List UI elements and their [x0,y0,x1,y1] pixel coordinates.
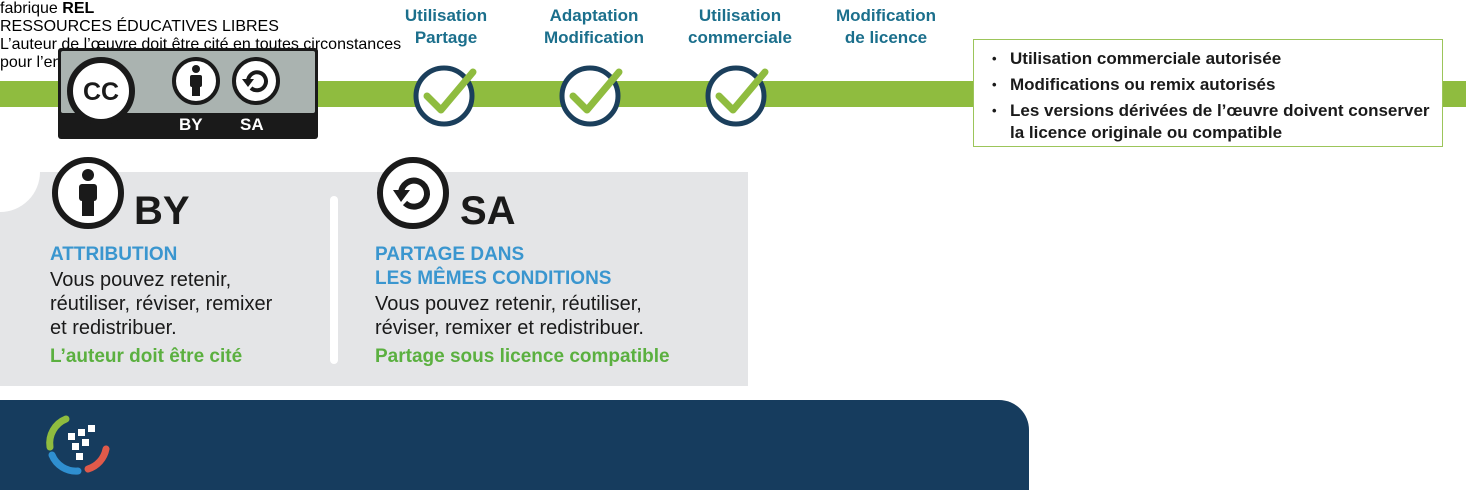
footer-banner [0,400,1029,490]
fabrique-rel-logo-icon [46,415,110,475]
check-icon [413,65,477,127]
attribution-description: Vous pouvez retenir, réutiliser, réviser… [50,269,273,339]
cc-badge-icons: CC [67,57,280,125]
badge-sa-label: SA [240,115,264,134]
share-alike-large-icon [377,157,449,229]
fabrique-rel-wordmark: fabrique REL [0,0,95,17]
attribution-title: ATTRIBUTION [50,244,178,265]
panel-divider [330,196,338,364]
sa-label: SA [460,189,516,233]
attribution-large-icon [52,157,124,229]
share-alike-emphasis: Partage sous licence compatible [375,346,670,367]
by-label: BY [134,189,190,233]
column-header-adaptation: Adaptation Modification [543,6,645,47]
svg-text:CC: CC [83,78,119,106]
bullet-item: Utilisation commerciale autorisée [992,48,1442,70]
column-header-license-change: Modification de licence [835,6,937,47]
license-summary-box: Utilisation commerciale autorisée Modifi… [973,39,1443,147]
bullet-item: Modifications ou remix autorisés [992,74,1442,96]
cc-icon: CC [67,57,135,125]
bullet-item: Les versions dérivées de l’œuvre doivent… [992,100,1442,144]
share-alike-title: PARTAGE DANS LES MÊMES CONDITIONS [375,244,612,289]
attribution-icon [172,57,220,105]
attribution-emphasis: L’auteur doit être cité [50,346,243,367]
share-alike-description: Vous pouvez retenir, réutiliser, réviser… [375,293,644,339]
badge-by-label: BY [179,115,203,134]
check-icon [559,65,623,127]
share-alike-icon [232,57,280,105]
cc-by-sa-badge: CC BY SA [58,48,318,139]
column-header-usage-sharing: Utilisation Partage [404,6,488,47]
column-header-commercial: Utilisation commerciale [688,6,792,47]
fabrique-rel-tagline: RESSOURCES ÉDUCATIVES LIBRES [0,18,279,35]
license-elements-panel [0,172,748,386]
check-icon [705,65,769,127]
